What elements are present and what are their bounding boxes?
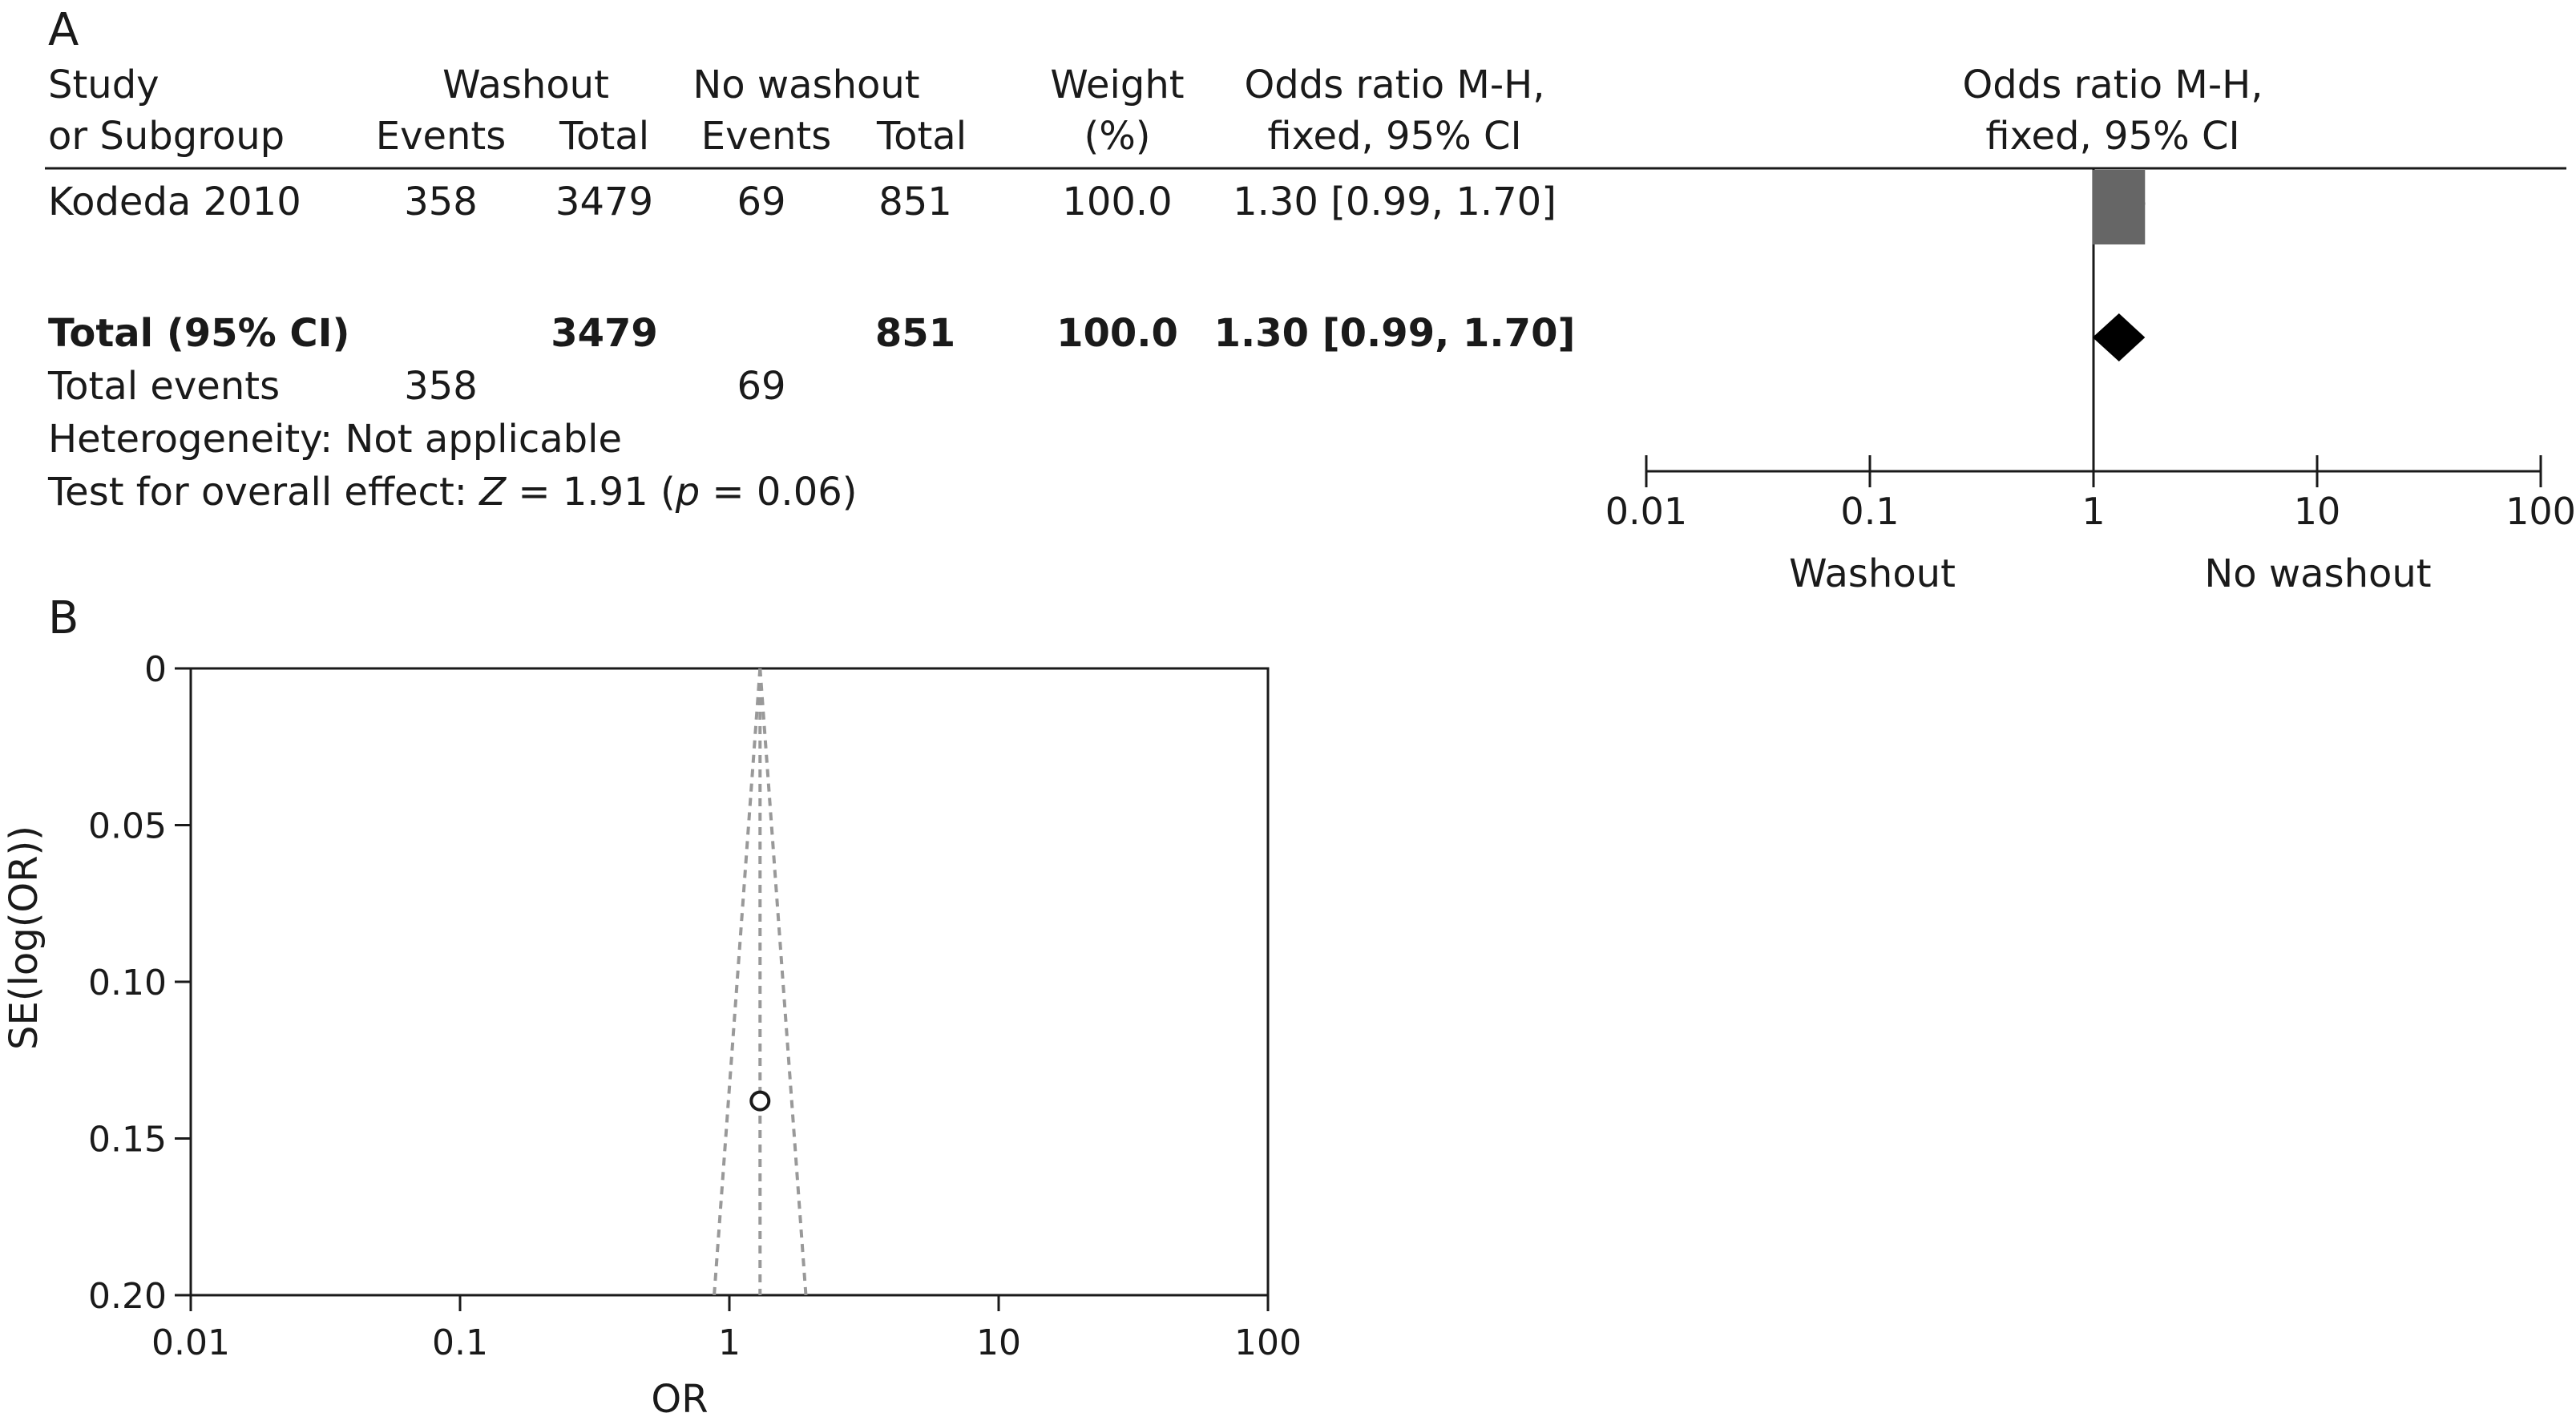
header-plot-or: Odds ratio M-H,	[1963, 63, 2263, 107]
total-label: Total (95% CI)	[48, 311, 349, 356]
y-tick-label: 0.10	[88, 963, 167, 1003]
total-events-no-washout: 69	[737, 364, 785, 409]
heterogeneity-text: Heterogeneity: Not applicable	[48, 417, 622, 462]
y-tick-label: 0.20	[88, 1276, 167, 1317]
total-washout-sum: 3479	[551, 311, 658, 356]
plot-frame	[189, 667, 1270, 1297]
header-subgroup: or Subgroup	[48, 114, 285, 159]
forest-x-tick-label: 10	[2294, 490, 2341, 533]
forest-x-tick-label: 1	[2081, 490, 2105, 533]
total-no-washout-sum: 851	[875, 311, 955, 356]
header-weight: Weight	[1050, 63, 1184, 107]
study-name: Kodeda 2010	[48, 180, 301, 224]
total-events-label: Total events	[47, 364, 280, 409]
y-tick-label: 0.05	[88, 806, 167, 847]
study-point	[749, 1090, 771, 1112]
header-events-1: Events	[376, 114, 507, 159]
header-washout: Washout	[442, 63, 609, 107]
header-study: Study	[48, 63, 159, 107]
x-tick-label: 100	[1234, 1322, 1302, 1363]
x-axis-label: OR	[651, 1377, 708, 1417]
or-ci-value: 1.30 [0.99, 1.70]	[1233, 180, 1557, 224]
panel-b-label: B	[48, 592, 79, 644]
weight-value: 100.0	[1062, 180, 1172, 224]
total-washout: 3479	[555, 180, 653, 224]
total-row: Total (95% CI) 3479 851 100.0 1.30 [0.99…	[48, 311, 1575, 356]
total-events-washout: 358	[404, 364, 478, 409]
forest-x-tick-label: 0.01	[1605, 490, 1687, 533]
total-or-ci: 1.30 [0.99, 1.70]	[1214, 311, 1576, 356]
total-events-row: Total events 358 69	[47, 364, 786, 409]
header-total-1: Total	[559, 114, 649, 159]
study-square	[2092, 170, 2146, 244]
x-tick-label: 10	[976, 1322, 1021, 1363]
funnel-left-limit	[713, 668, 762, 1296]
forest-plot: 0.01 0.1 1 10 100	[1605, 168, 2576, 533]
header-no-washout: No washout	[692, 63, 919, 107]
panel-a-label: A	[48, 4, 79, 56]
forest-x-tick-label: 0.1	[1840, 490, 1899, 533]
table-row: Kodeda 2010 358 3479 69 851 100.0 1.30 […	[48, 180, 1557, 224]
total-weight: 100.0	[1056, 311, 1178, 356]
pooled-diamond	[2092, 313, 2146, 361]
total-no-washout: 851	[878, 180, 952, 224]
header-plot-ci: fixed, 95% CI	[1985, 114, 2239, 159]
header-weight-unit: (%)	[1084, 114, 1150, 159]
x-tick-label: 1	[718, 1322, 741, 1363]
x-tick-label: 0.1	[432, 1322, 488, 1363]
funnel-plot: 0.01 0.1 1 10 100 0 0.05 0.10 0.15 0.20	[88, 649, 1302, 1363]
favours-washout-label: Washout	[1789, 551, 1956, 596]
header-or-ci: fixed, 95% CI	[1267, 114, 1521, 159]
events-no-washout: 69	[737, 180, 785, 224]
y-axis-label: SE(log(OR))	[2, 826, 46, 1050]
forest-x-tick-label: 100	[2505, 490, 2576, 533]
x-tick-label: 0.01	[151, 1322, 230, 1363]
funnel-right-limit	[758, 668, 808, 1296]
header-events-2: Events	[701, 114, 832, 159]
y-tick-label: 0	[144, 649, 167, 690]
overall-effect-text: Test for overall effect: Z = 1.91 (p = 0…	[47, 470, 858, 515]
events-washout: 358	[404, 180, 478, 224]
favours-no-washout-label: No washout	[2204, 551, 2431, 596]
y-tick-label: 0.15	[88, 1120, 167, 1161]
header-total-2: Total	[876, 114, 967, 159]
header-or: Odds ratio M-H,	[1245, 63, 1545, 107]
